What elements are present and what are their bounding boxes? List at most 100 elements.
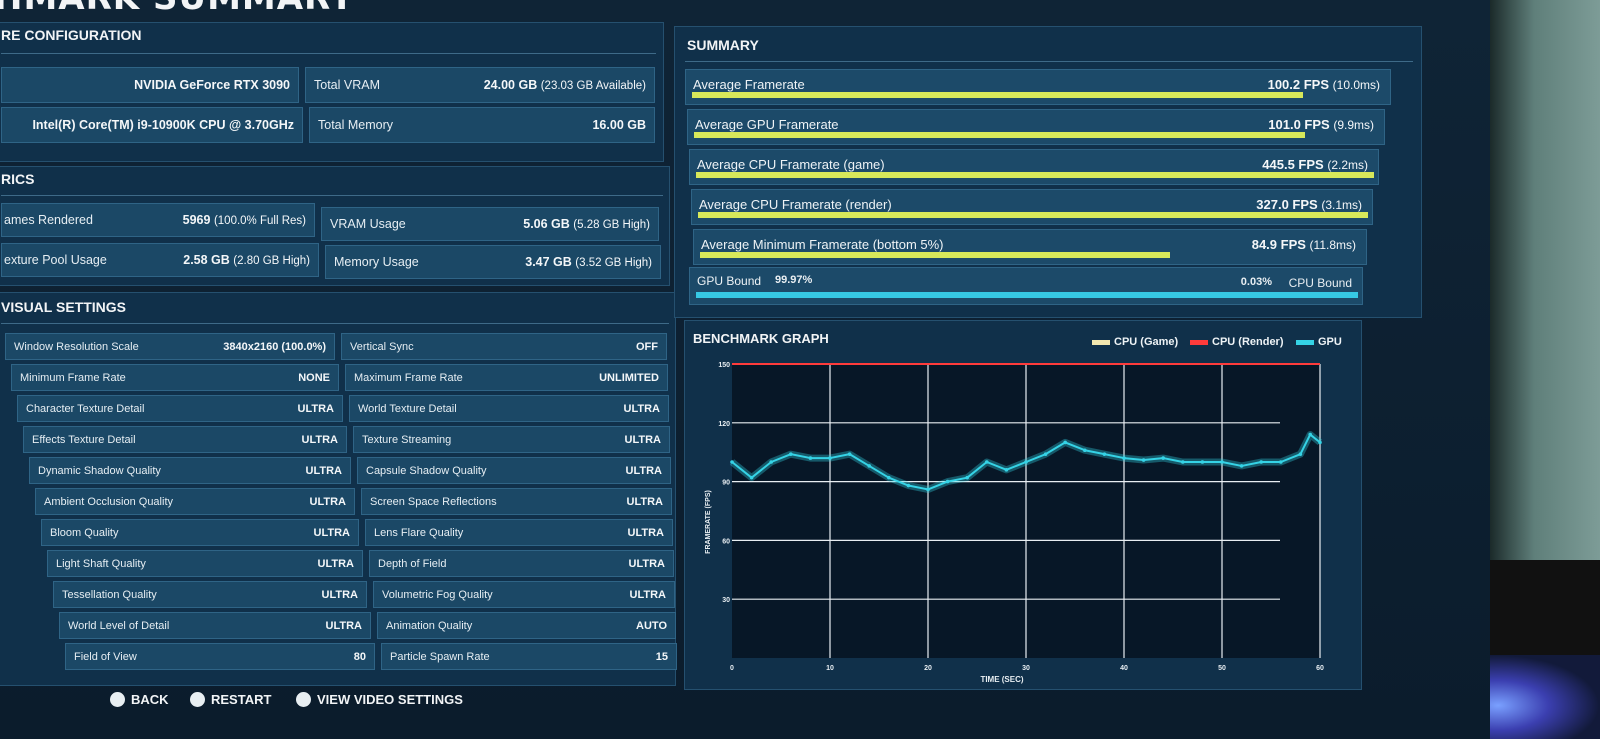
restart-button[interactable]: RESTART <box>190 692 271 708</box>
setting-cell-right: Depth of Field ULTRA <box>369 550 674 577</box>
metrics-divider <box>1 195 663 196</box>
setting-value: ULTRA <box>628 557 665 570</box>
gpu-point <box>1259 460 1263 464</box>
visual-settings-title: VISUAL SETTINGS <box>1 299 126 315</box>
setting-cell-right: Texture Streaming ULTRA <box>353 426 670 453</box>
setting-cell-right: Maximum Frame Rate UNLIMITED <box>345 364 668 391</box>
setting-value: OFF <box>636 340 658 353</box>
frames-rendered-cell: ames Rendered 5969 (100.0% Full Res) <box>1 203 315 237</box>
gpu-swatch <box>1296 339 1314 345</box>
setting-cell-left: Minimum Frame Rate NONE <box>11 364 339 391</box>
monitor-screen: HMARK SUMMARY RE CONFIGURATION NVIDIA Ge… <box>0 0 1490 739</box>
gpu-point <box>847 452 852 456</box>
setting-label: Light Shaft Quality <box>56 557 146 570</box>
setting-label: Bloom Quality <box>50 526 119 539</box>
total-memory-value: 16.00 GB <box>592 118 646 132</box>
setting-cell-left: Tessellation Quality ULTRA <box>53 581 367 608</box>
setting-value: ULTRA <box>313 526 350 539</box>
summary-panel: SUMMARY Average Framerate 100.2 FPS (10.0… <box>674 26 1422 318</box>
setting-cell-left: World Level of Detail ULTRA <box>59 612 371 639</box>
summary-label: Average Framerate <box>693 77 805 92</box>
summary-bar <box>694 132 1305 138</box>
gpu-point <box>1122 456 1126 460</box>
benchmark-chart: 0 10 20 30 40 50 60 30 60 90 120 150 TIME (SEC) FRA… <box>705 362 1324 684</box>
setting-value: NONE <box>298 371 330 384</box>
setting-label: Particle Spawn Rate <box>390 650 490 663</box>
gpu-point <box>1220 460 1224 464</box>
summary-value: 101.0 FPS (9.9ms) <box>1268 117 1374 132</box>
back-button-icon <box>110 692 125 708</box>
y-tick-label: 90 <box>722 480 730 487</box>
gpu-point <box>1161 456 1165 460</box>
gpu-point <box>926 487 930 492</box>
memory-usage-value: 3.47 GB (3.52 GB High) <box>525 255 652 269</box>
setting-value: ULTRA <box>627 526 664 539</box>
back-button[interactable]: BACK <box>110 692 169 708</box>
setting-label: Animation Quality <box>386 619 473 632</box>
setting-cell-left: Character Texture Detail ULTRA <box>17 395 343 422</box>
view-video-settings-button[interactable]: VIEW VIDEO SETTINGS <box>296 692 463 708</box>
setting-cell-left: Effects Texture Detail ULTRA <box>23 426 347 453</box>
setting-label: Ambient Occlusion Quality <box>44 495 173 508</box>
summary-bar <box>696 172 1374 178</box>
setting-value: ULTRA <box>624 433 661 446</box>
x-tick-label: 20 <box>924 665 932 672</box>
setting-label: Screen Space Reflections <box>370 495 497 508</box>
setting-label: Volumetric Fog Quality <box>382 588 493 601</box>
setting-value: 3840x2160 (100.0%) <box>223 340 326 353</box>
setting-label: Lens Flare Quality <box>374 526 464 539</box>
vram-usage-label: VRAM Usage <box>330 217 406 231</box>
gpu-point <box>789 452 793 456</box>
setting-value: ULTRA <box>626 495 663 508</box>
setting-value: ULTRA <box>625 464 662 477</box>
setting-cell-right: World Texture Detail ULTRA <box>349 395 669 422</box>
summary-label: Average CPU Framerate (game) <box>697 157 885 172</box>
gpu-point <box>1083 448 1087 453</box>
visual-settings-divider <box>1 323 669 324</box>
setting-label: Minimum Frame Rate <box>20 371 126 384</box>
gpu-point <box>769 460 773 464</box>
setting-label: World Level of Detail <box>68 619 170 632</box>
gpu-point <box>730 460 734 464</box>
setting-label: Maximum Frame Rate <box>354 371 463 384</box>
setting-cell-right: Screen Space Reflections ULTRA <box>361 488 672 515</box>
hardware-title: RE CONFIGURATION <box>1 27 142 43</box>
summary-label: Average CPU Framerate (render) <box>699 197 892 212</box>
setting-cell-right: Particle Spawn Rate 15 <box>381 643 677 670</box>
gpu-series-line <box>731 433 1321 491</box>
summary-divider <box>685 61 1413 62</box>
visual-settings-panel: VISUAL SETTINGS Window Resolution Scale 3… <box>0 292 677 686</box>
setting-cell-left: Ambient Occlusion Quality ULTRA <box>35 488 355 515</box>
view-video-settings-icon <box>296 692 311 708</box>
legend-cpu-render: CPU (Render) <box>1190 336 1284 348</box>
cpu-render-swatch <box>1190 339 1208 345</box>
setting-value: 15 <box>655 650 668 663</box>
frames-rendered-value: 5969 (100.0% Full Res) <box>182 213 306 227</box>
setting-label: Capsule Shadow Quality <box>366 464 487 477</box>
setting-label: Window Resolution Scale <box>14 340 139 353</box>
summary-bar <box>698 212 1368 218</box>
gpu-point <box>1298 452 1303 456</box>
gpu-point <box>808 456 813 460</box>
cpu-bound-value: 0.03% <box>1240 276 1272 288</box>
summary-row: Average Framerate 100.2 FPS (10.0ms) <box>685 69 1391 105</box>
setting-cell-left: Window Resolution Scale 3840x2160 (100.0%… <box>5 333 335 360</box>
bound-row: GPU Bound 99.97% 0.03% CPU Bound <box>689 267 1363 305</box>
page-title: HMARK SUMMARY <box>0 0 355 18</box>
gpu-point <box>1141 458 1146 462</box>
setting-value: 80 <box>353 650 366 663</box>
summary-title: SUMMARY <box>687 37 759 53</box>
x-tick-label: 30 <box>1022 665 1030 672</box>
setting-cell-left: Light Shaft Quality ULTRA <box>47 550 363 577</box>
setting-cell-left: Field of View 80 <box>65 643 375 670</box>
setting-value: ULTRA <box>629 588 666 601</box>
setting-cell-right: Volumetric Fog Quality ULTRA <box>373 581 675 608</box>
x-tick-label: 0 <box>730 665 734 672</box>
total-memory-cell: Total Memory 16.00 GB <box>309 107 655 143</box>
y-tick-label: 120 <box>718 421 730 428</box>
gpu-point <box>1181 460 1185 464</box>
texture-pool-value: 2.58 GB (2.80 GB High) <box>183 253 310 267</box>
summary-value: 445.5 FPS (2.2ms) <box>1262 157 1368 172</box>
setting-label: Dynamic Shadow Quality <box>38 464 161 477</box>
setting-cell-left: Dynamic Shadow Quality ULTRA <box>29 457 351 484</box>
